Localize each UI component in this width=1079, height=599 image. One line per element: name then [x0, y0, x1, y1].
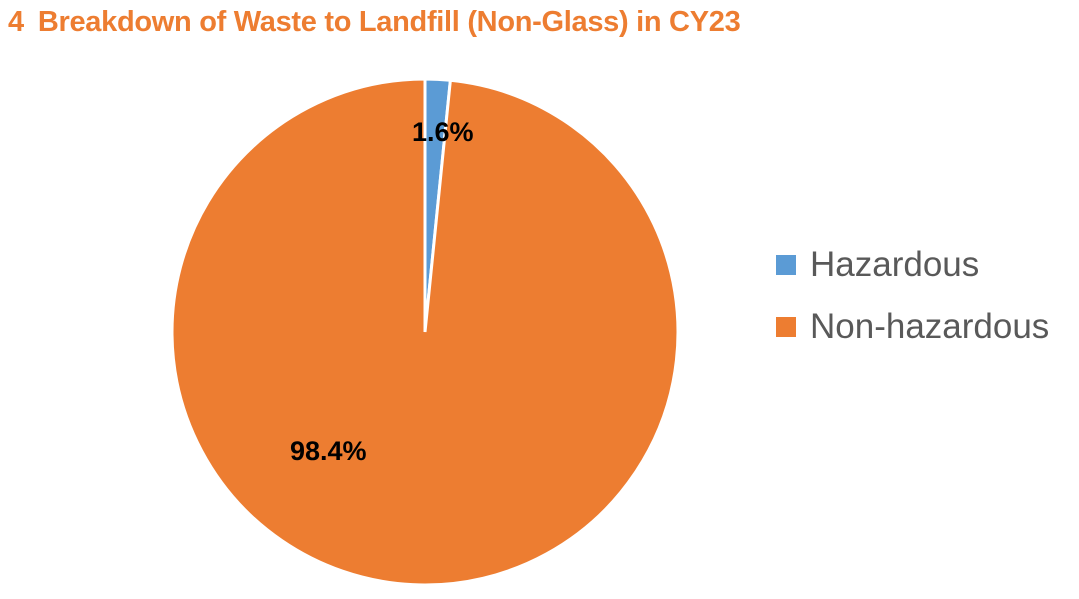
- pie-slice-non-hazardous: [170, 77, 680, 587]
- chart-title: 4 Breakdown of Waste to Landfill (Non-Gla…: [8, 6, 741, 39]
- legend-swatch-non-hazardous: [776, 317, 796, 337]
- figure-number: 4: [8, 6, 24, 38]
- legend: Hazardous Non-hazardous: [776, 234, 1049, 358]
- legend-label: Non-hazardous: [810, 307, 1050, 346]
- data-label-non-hazardous: 98.4%: [290, 436, 367, 466]
- legend-label: Hazardous: [810, 245, 980, 284]
- data-label-hazardous: 1.6%: [412, 117, 474, 147]
- legend-item-hazardous: Hazardous: [776, 234, 1049, 296]
- legend-item-non-hazardous: Non-hazardous: [776, 296, 1049, 358]
- legend-swatch-hazardous: [776, 255, 796, 275]
- title-text: Breakdown of Waste to Landfill (Non-Glas…: [37, 6, 741, 38]
